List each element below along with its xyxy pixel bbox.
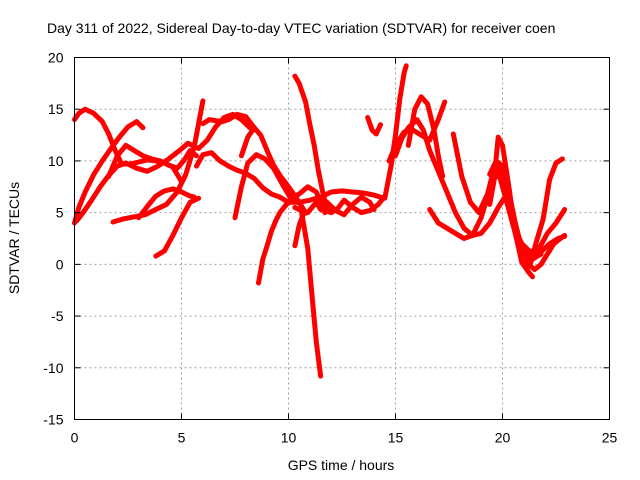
y-tick-label: -10 [43, 360, 63, 376]
x-tick-label: 5 [178, 430, 186, 446]
y-axis-label: SDTVAR / TECUs [6, 182, 22, 294]
data-series-arc4 [106, 142, 199, 179]
y-tick-label: 20 [48, 50, 64, 66]
x-tick-label: 10 [281, 430, 297, 446]
data-series-arc6 [136, 186, 197, 221]
data-series-arc12 [238, 125, 309, 216]
x-tick-label: 20 [495, 430, 511, 446]
data-series-arc27 [527, 156, 565, 267]
data-series-arc8 [196, 111, 253, 151]
data-series-arc19 [382, 63, 409, 201]
data-series-arc17 [316, 194, 377, 218]
chart-title: Day 311 of 2022, Sidereal Day-to-day VTE… [47, 20, 555, 36]
data-series-arc18 [365, 115, 383, 137]
data-series-arc3 [74, 140, 199, 224]
data-series-arc9 [200, 111, 257, 131]
data-series-arc14 [292, 205, 324, 379]
data-series-arc13 [256, 197, 300, 286]
y-tick-label: 10 [48, 153, 64, 169]
series-layer [72, 63, 568, 379]
data-series-arc7 [153, 195, 202, 259]
y-tick-label: 15 [48, 101, 64, 117]
data-series-arc10 [194, 150, 383, 205]
y-tick-label: -15 [43, 412, 63, 428]
x-tick-label: 15 [388, 430, 404, 446]
data-series-arc21 [405, 94, 446, 179]
x-axis-label: GPS time / hours [288, 457, 395, 473]
grid [74, 57, 610, 420]
data-series-arc5 [110, 98, 206, 225]
x-tick-label: 0 [71, 430, 79, 446]
data-series-arc24 [450, 131, 568, 255]
y-tick-label: -5 [51, 308, 64, 324]
plot-frame [74, 57, 610, 420]
y-tick-label: 0 [56, 256, 64, 272]
axis-ticks: 0 5 10 15 20 25 -15 -10 -5 0 5 10 15 20 [43, 50, 617, 446]
data-series-arc22 [386, 99, 448, 164]
data-series-arc2 [72, 119, 146, 226]
x-tick-label: 25 [602, 430, 618, 446]
y-tick-label: 5 [56, 205, 64, 221]
